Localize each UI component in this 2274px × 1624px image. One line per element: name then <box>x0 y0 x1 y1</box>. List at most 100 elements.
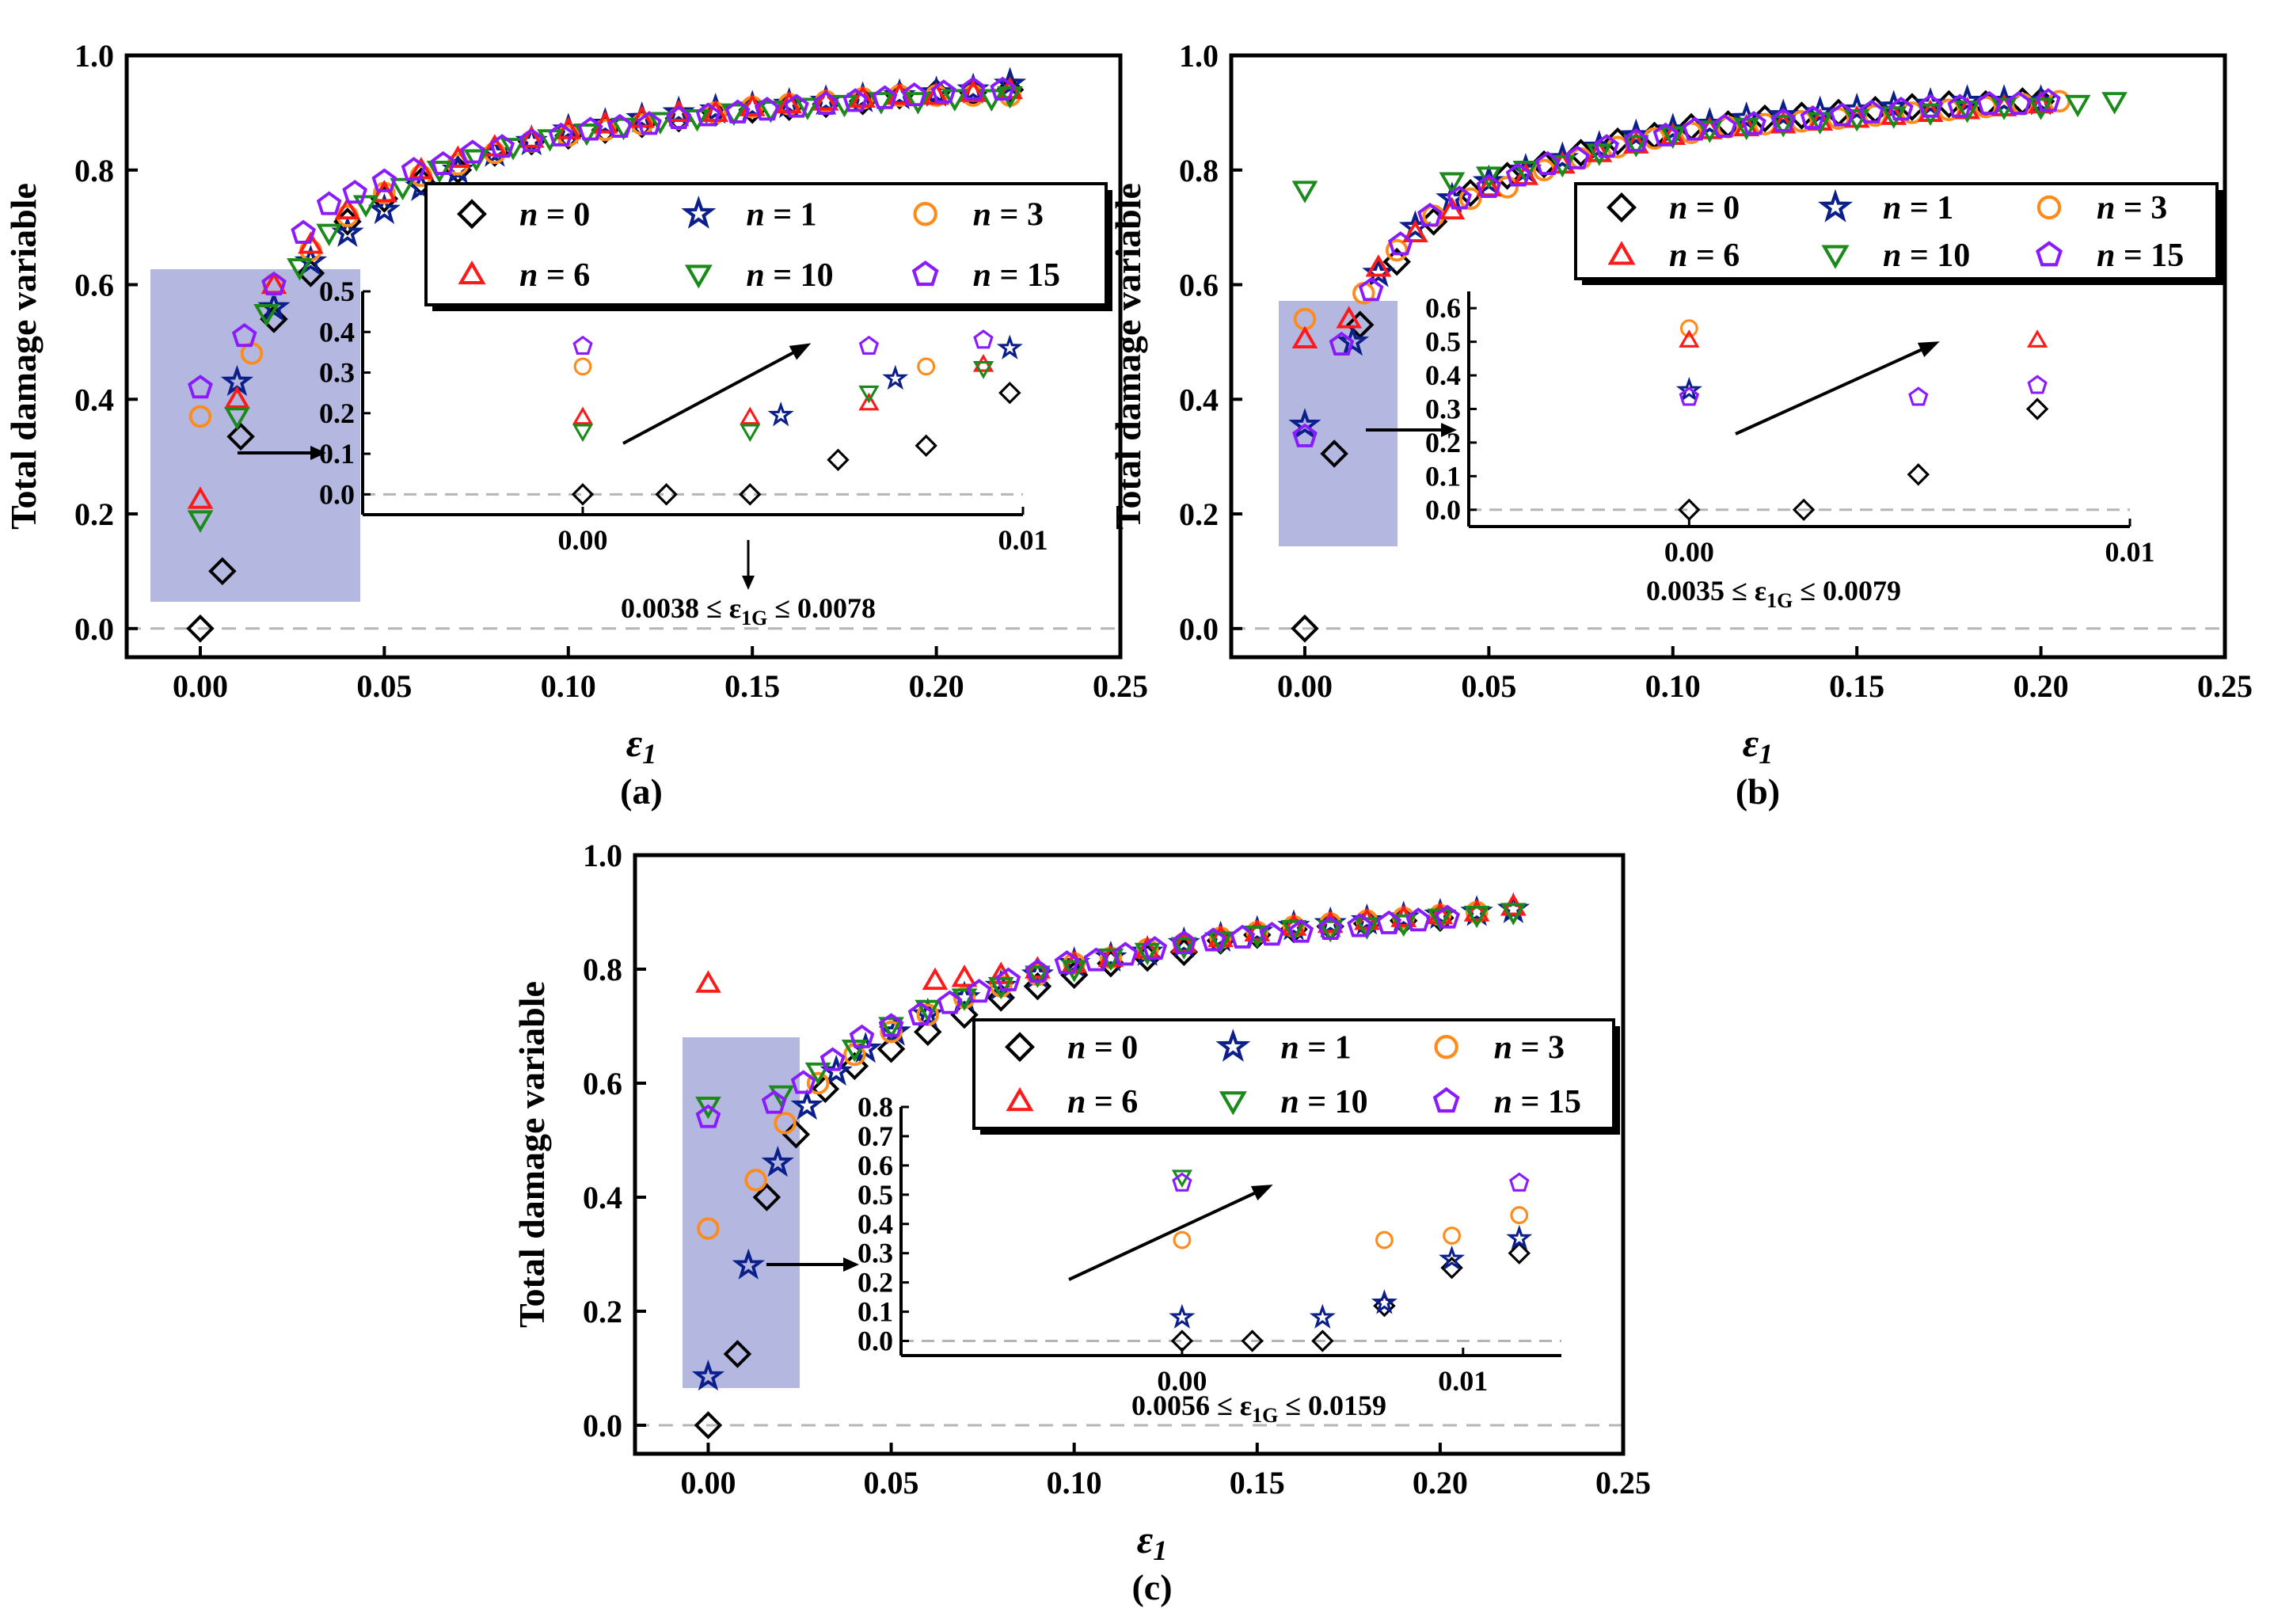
inset-y-tick-label: 0.3 <box>858 1238 893 1269</box>
data-point <box>1770 108 1797 132</box>
legend-label: n = 6 <box>1067 1084 1138 1120</box>
data-point <box>951 964 978 987</box>
data-point <box>914 1017 942 1046</box>
data-point <box>294 244 328 276</box>
data-point <box>1317 919 1344 943</box>
data-point <box>1025 965 1051 988</box>
data-point <box>806 1071 830 1095</box>
panel-label: (c) <box>1131 1567 1172 1607</box>
inset-x-tick-label: 0.01 <box>998 524 1048 556</box>
data-point <box>1329 331 1355 356</box>
data-point <box>666 105 692 130</box>
inset-y-tick-label: 0.5 <box>319 276 355 307</box>
data-point <box>2036 88 2061 112</box>
legend-box <box>1574 182 2219 280</box>
legend-label: n = 0 <box>1669 190 1740 226</box>
data-point <box>208 557 237 586</box>
legend-label: n = 3 <box>1494 1029 1565 1066</box>
inset-y-tick-label: 0.7 <box>858 1120 893 1152</box>
legend-marker <box>2036 241 2063 267</box>
inset-data-point <box>973 329 994 349</box>
legend-label: n = 15 <box>2097 238 2184 274</box>
inset-data-point <box>1375 1230 1394 1249</box>
data-point <box>922 967 949 991</box>
zoom-arrow-head <box>1441 423 1457 437</box>
x-tick-label: 0.05 <box>356 668 412 704</box>
data-point <box>1888 97 1914 121</box>
data-point <box>1594 134 1619 158</box>
legend-marker <box>1006 1087 1034 1112</box>
inset-data-point <box>572 335 593 355</box>
data-point <box>1291 181 1318 203</box>
plot-frame <box>633 853 1626 1456</box>
data-point <box>1712 113 1737 138</box>
legend-label: n = 10 <box>1883 238 1970 274</box>
y-axis-label: Total damage variable <box>511 981 552 1328</box>
x-tick-label: 0.25 <box>2197 668 2253 704</box>
data-point <box>1318 915 1344 941</box>
data-point <box>647 112 674 135</box>
inset-y-tick-label: 0.3 <box>1425 394 1461 425</box>
data-point <box>1112 941 1139 966</box>
data-point <box>1376 910 1401 934</box>
data-point <box>752 1183 781 1211</box>
data-point <box>987 976 1014 1000</box>
legend-label: n = 1 <box>746 196 816 233</box>
inset-y-tick-label: 0.1 <box>858 1296 893 1328</box>
legend-label: n = 0 <box>1067 1029 1138 1066</box>
data-point <box>1230 924 1256 949</box>
chart-panel-b: 0.00 0.05 0.10 0.15 0.20 0.25 0.0 0.2 0.4 0.6 0.8 1… <box>1108 38 2253 812</box>
plot-frame <box>124 53 1123 660</box>
x-tick-label: 0.15 <box>1230 1465 1285 1500</box>
x-axis-label: ε1 <box>626 721 657 770</box>
data-point <box>724 99 751 124</box>
legend-marker <box>1821 245 1850 269</box>
legend-marker <box>1215 1029 1251 1062</box>
data-point <box>790 1089 823 1120</box>
data-point <box>1512 161 1539 184</box>
inset-y-tick-label: 0.5 <box>1425 326 1461 358</box>
data-point <box>1493 162 1522 190</box>
y-tick-label: 0.0 <box>1179 611 1219 647</box>
y-tick-label: 0.2 <box>583 1294 622 1329</box>
data-point <box>390 177 416 201</box>
legend-marker <box>684 264 713 289</box>
data-point <box>878 1013 904 1037</box>
data-point <box>518 125 545 148</box>
data-point <box>1288 408 1321 439</box>
legend-label: n = 3 <box>973 196 1044 233</box>
data-point <box>1291 325 1318 348</box>
inset-data-point <box>917 357 936 376</box>
data-point <box>790 1070 816 1094</box>
panel-label: (a) <box>620 771 663 812</box>
panel-label: (b) <box>1736 771 1780 812</box>
data-point <box>1170 937 1197 960</box>
legend-label: n = 1 <box>1883 190 1953 226</box>
data-point <box>1358 277 1384 302</box>
data-point <box>794 97 821 120</box>
y-tick-label: 0.2 <box>1179 496 1219 532</box>
data-point <box>291 219 316 244</box>
data-point <box>1365 254 1392 277</box>
data-point <box>316 223 342 247</box>
data-point <box>1652 122 1679 146</box>
data-point <box>1458 187 1482 211</box>
legend-marker <box>1005 1032 1035 1063</box>
annotation-arrow-head <box>742 576 755 590</box>
data-point <box>811 1074 840 1103</box>
data-point <box>995 967 1021 991</box>
data-point <box>1320 439 1348 468</box>
data-point <box>723 1340 752 1368</box>
data-point <box>695 970 721 993</box>
legend-box <box>424 182 1108 306</box>
threshold-annotation: 0.0035 ≤ ε1G ≤ 0.0079 <box>1646 575 1901 612</box>
trend-arrow-head <box>1917 341 1940 358</box>
data-point <box>1500 903 1527 926</box>
data-point <box>872 85 898 109</box>
data-point <box>188 405 212 428</box>
legend-marker <box>1607 241 1636 265</box>
data-point <box>352 195 379 218</box>
data-point <box>966 979 992 1003</box>
inset-data-point <box>1439 1245 1466 1271</box>
